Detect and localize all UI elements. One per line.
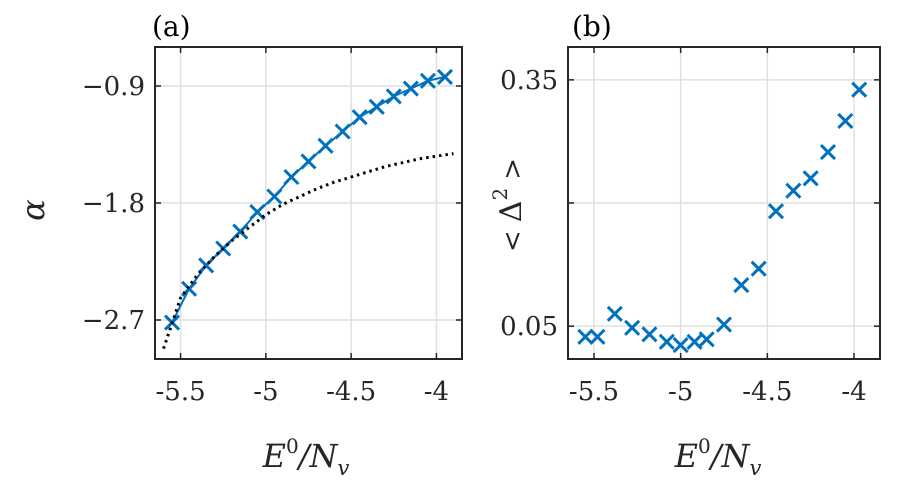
- series-variance-point-11: [750, 260, 767, 277]
- series-variance-point-7: [686, 333, 703, 350]
- panel-a-xlabel-sub: v: [338, 456, 350, 480]
- panel-a-xlabel-sup: 0: [286, 434, 299, 458]
- series-simulation-point-15: [419, 72, 436, 89]
- panel-b-xlabel: E0/Nv: [674, 434, 762, 480]
- panel-b-xlabel-sup: 0: [698, 434, 711, 458]
- panel-b-xlabel-slash: /N: [708, 437, 751, 475]
- series-simulation-point-13: [385, 88, 402, 105]
- series-variance-point-10: [733, 277, 750, 294]
- ytick-label-2: −0.9: [82, 72, 145, 102]
- series-variance-point-15: [819, 144, 837, 161]
- series-variance-point-1: [589, 328, 606, 345]
- panel-b-label: (b): [572, 10, 612, 43]
- plot-frame-b: [567, 46, 881, 360]
- series-variance-point-13: [785, 182, 802, 199]
- series-simulation-point-8: [300, 153, 317, 170]
- series-variance-point-4: [641, 326, 658, 343]
- xtick-label-2: -4.5: [742, 377, 792, 407]
- ytick-label-1: −1.8: [82, 189, 145, 219]
- series-variance-point-2: [606, 305, 623, 322]
- xtick-label-0: -5.5: [156, 377, 206, 407]
- series-variance-point-17: [851, 81, 868, 98]
- series-simulation-point-2: [198, 257, 215, 274]
- series-variance-point-3: [624, 319, 641, 336]
- series-variance-point-12: [767, 203, 785, 220]
- xtick-label-1: -5: [668, 377, 693, 407]
- panel-b-xlabel-sub: v: [750, 456, 762, 480]
- series-simulation-point-10: [334, 123, 351, 140]
- series-simulation-point-11: [351, 109, 368, 126]
- series-simulation-point-14: [402, 80, 419, 97]
- panel-b-ylabel-delta: Δ: [494, 201, 529, 223]
- series-simulation-point-12: [368, 98, 385, 115]
- ytick-label-0: 0.05: [500, 312, 558, 342]
- series-simulation-point-16: [436, 68, 454, 85]
- panel-b-ylabel-text: < Δ2 >: [488, 158, 529, 252]
- series-variance-point-8: [698, 331, 715, 348]
- series-simulation-point-6: [266, 188, 283, 205]
- panel-a-label: (a): [152, 10, 191, 43]
- series-simulation-point-9: [317, 137, 334, 154]
- series-variance-point-9: [715, 316, 733, 333]
- panel-a: (a) α E0/Nv -5.5 -5 -4.5 -4 −2.7 −1.8 −0.9: [14, 10, 463, 480]
- series-analytic-line: [162, 152, 454, 350]
- panel-b-ylabel-lt: <: [498, 230, 528, 252]
- series-simulation-point-4: [232, 223, 249, 240]
- panel-b: (b) < Δ2 > E0/Nv -5.5 -5 -4.5 -4 0.05 0.35: [488, 10, 881, 480]
- xtick-label-3: -4: [841, 377, 866, 407]
- panel-b-ylabel-sup: 2: [488, 188, 512, 201]
- xtick-label-2: -4.5: [326, 377, 376, 407]
- xtick-label-1: -5: [253, 377, 278, 407]
- panel-b-ylabel-gt: >: [498, 158, 528, 180]
- series-simulation-point-7: [283, 168, 300, 186]
- panel-a-xlabel-slash: /N: [296, 437, 339, 475]
- panel-a-xlabel-main: E: [262, 437, 286, 475]
- series-variance-point-6: [672, 336, 689, 354]
- ytick-label-2: 0.35: [500, 66, 558, 96]
- series-simulation-line: [171, 75, 446, 324]
- ytick-label-0: −2.7: [82, 306, 145, 336]
- plot-frame-a: [154, 46, 463, 360]
- panel-b-xlabel-main: E: [674, 437, 698, 475]
- series-variance-point-5: [658, 333, 675, 350]
- series-variance-point-16: [837, 112, 854, 129]
- panel-a-xlabel: E0/Nv: [262, 434, 350, 480]
- series-variance-point-0: [577, 328, 594, 345]
- panel-a-ylabel: α: [14, 199, 52, 221]
- xtick-label-0: -5.5: [569, 377, 619, 407]
- panel-b-ylabel: < Δ2 >: [488, 158, 529, 252]
- xtick-label-3: -4: [424, 377, 449, 407]
- series-variance-point-14: [802, 170, 819, 187]
